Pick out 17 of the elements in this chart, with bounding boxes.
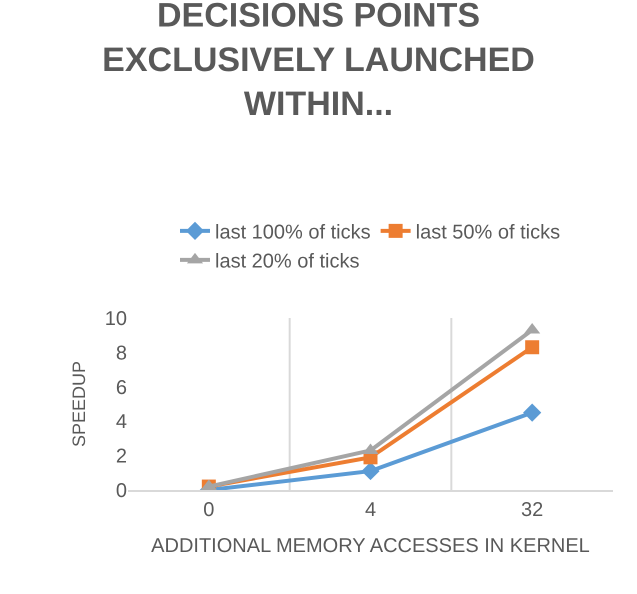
x-tick-label: 0 [203, 499, 214, 521]
y-tick-label: 0 [116, 480, 127, 502]
legend-label: last 50% of ticks [416, 222, 560, 244]
y-tick-label: 8 [116, 342, 127, 364]
chart-title: DECISIONS POINTS EXCLUSIVELY LAUNCHED WITHIN... [102, 0, 535, 124]
x-axis-title: ADDITIONAL MEMORY ACCESSES IN KERNEL [151, 535, 590, 557]
legend-label: last 20% of ticks [215, 250, 360, 273]
x-tick-label: 4 [364, 499, 376, 521]
y-tick-label: 10 [104, 308, 127, 330]
legend-label: last 100% of ticks [215, 222, 371, 244]
y-axis-title: SPEEDUP [68, 360, 89, 448]
y-tick-label: 2 [116, 446, 127, 468]
x-tick-label: 32 [521, 499, 544, 521]
point [523, 404, 542, 422]
point [525, 340, 540, 354]
y-tick-label: 6 [116, 376, 127, 399]
y-tick-label: 4 [116, 411, 127, 434]
